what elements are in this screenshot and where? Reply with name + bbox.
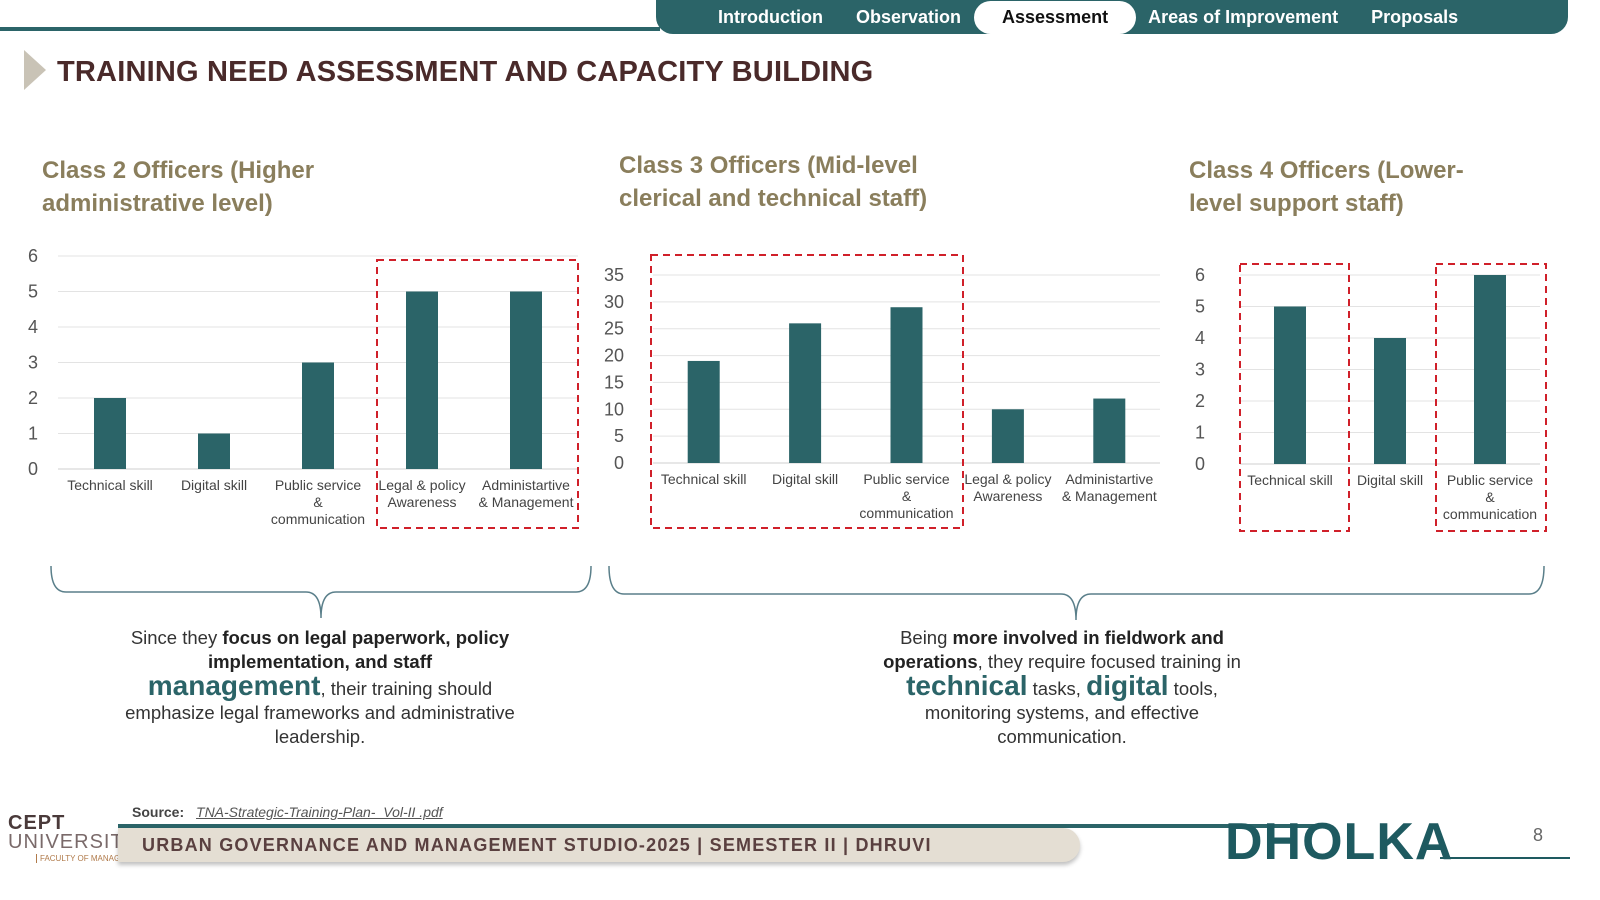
y-tick-label: 15 <box>604 372 624 392</box>
y-tick-label: 3 <box>1195 360 1205 380</box>
highlight-box <box>1239 263 1350 532</box>
x-tick-label: Technical skill <box>661 471 747 487</box>
bar <box>789 323 822 463</box>
brand-title: DHOLKA <box>1225 813 1454 871</box>
emphasis-digital: digital <box>1086 670 1169 701</box>
bar <box>1374 338 1406 464</box>
y-tick-label: 10 <box>604 399 624 419</box>
note-left: Since they focus on legal paperwork, pol… <box>125 627 515 747</box>
y-tick-label: 0 <box>614 453 624 473</box>
bar <box>991 409 1024 463</box>
header-rule <box>0 27 660 31</box>
brace-right <box>608 565 1545 621</box>
x-tick-label: Administartive & Management <box>479 477 574 510</box>
emphasis-technical: technical <box>906 670 1028 701</box>
nav-proposals[interactable]: Proposals <box>1371 6 1459 27</box>
x-tick-label: Administartive & Management <box>1062 471 1157 504</box>
y-tick-label: 20 <box>604 346 624 366</box>
source-label: Source: <box>132 804 185 820</box>
highlight-box <box>650 254 964 529</box>
y-tick-label: 3 <box>28 353 38 373</box>
y-tick-label: 35 <box>604 265 624 285</box>
footer-bar: URBAN GOVERNANCE AND MANAGEMENT STUDIO-2… <box>118 828 1080 862</box>
y-tick-label: 1 <box>1195 423 1205 443</box>
footer-rule <box>118 824 1318 828</box>
bar <box>510 291 542 469</box>
y-tick-label: 2 <box>1195 391 1205 411</box>
y-tick-label: 5 <box>1195 297 1205 317</box>
source-link[interactable]: TNA-Strategic-Training-Plan-_Vol-II .pdf <box>196 804 443 820</box>
bar-charts: 0 1 2 3 4 5 6 Technical skill Digital skill Publi… <box>28 246 1547 532</box>
x-tick-label: Public service & communication <box>1443 472 1537 522</box>
y-tick-label: 0 <box>28 459 38 479</box>
y-tick-label: 5 <box>614 426 624 446</box>
y-tick-label: 5 <box>28 282 38 302</box>
x-tick-label: Legal & policy Awareness <box>964 471 1051 504</box>
x-tick-label: Public service & communication <box>271 477 365 527</box>
bar <box>302 362 334 469</box>
university-logo: CEPT UNIVERSITY FACULTY OF MANAGEMENT <box>8 812 149 863</box>
chart-title-class2: Class 2 Officers (Higher administrative … <box>42 157 315 217</box>
highlight-box <box>376 259 579 529</box>
y-tick-label: 6 <box>1195 265 1205 285</box>
y-tick-label: 4 <box>28 317 38 337</box>
nav-areas-of-improvement[interactable]: Areas of Improvement <box>1148 6 1339 27</box>
x-tick-label: Digital skill <box>772 471 838 487</box>
source-line: Source: TNA-Strategic-Training-Plan-_Vol… <box>132 804 443 820</box>
x-tick-label: Public service & communication <box>859 471 953 521</box>
bar <box>406 291 438 469</box>
bar <box>1474 275 1506 464</box>
nav-introduction[interactable]: Introduction <box>718 6 823 27</box>
y-tick-label: 25 <box>604 319 624 339</box>
page-number: 8 <box>1533 825 1544 845</box>
nav-observation[interactable]: Observation <box>855 6 962 27</box>
brand-underline <box>1440 857 1570 859</box>
bar <box>890 307 923 463</box>
bar <box>198 433 230 469</box>
chart-title-class4: Class 4 Officers (Lower-level support st… <box>1189 157 1464 217</box>
top-nav: Introduction Observation Assessment Area… <box>656 0 1568 34</box>
y-tick-label: 6 <box>28 246 38 266</box>
bar <box>94 398 126 469</box>
x-tick-label: Digital skill <box>1357 472 1423 488</box>
brace-left <box>50 565 592 619</box>
bar <box>687 360 720 463</box>
nav-assessment[interactable]: Assessment <box>974 0 1137 34</box>
title-arrow-icon <box>24 50 46 90</box>
x-tick-label: Digital skill <box>181 477 247 493</box>
note-right: Being more involved in fieldwork and ope… <box>883 627 1241 747</box>
y-tick-label: 1 <box>28 424 38 444</box>
x-tick-label: Technical skill <box>1247 472 1333 488</box>
y-tick-label: 4 <box>1195 328 1205 348</box>
bar <box>1274 306 1306 464</box>
y-tick-label: 0 <box>1195 454 1205 474</box>
chart-title-class3: Class 3 Officers (Mid-level clerical and… <box>619 152 928 212</box>
x-tick-label: Legal & policy Awareness <box>378 477 465 510</box>
footer-text: URBAN GOVERNANCE AND MANAGEMENT STUDIO-2… <box>142 834 932 855</box>
grouping-braces <box>50 565 1545 621</box>
emphasis-management: management <box>147 670 321 701</box>
page-title: TRAINING NEED ASSESSMENT AND CAPACITY BU… <box>57 56 874 88</box>
bar <box>1093 398 1126 463</box>
y-tick-label: 30 <box>604 292 624 312</box>
y-tick-label: 2 <box>28 388 38 408</box>
highlight-box <box>1435 263 1547 532</box>
x-tick-label: Technical skill <box>67 477 153 493</box>
